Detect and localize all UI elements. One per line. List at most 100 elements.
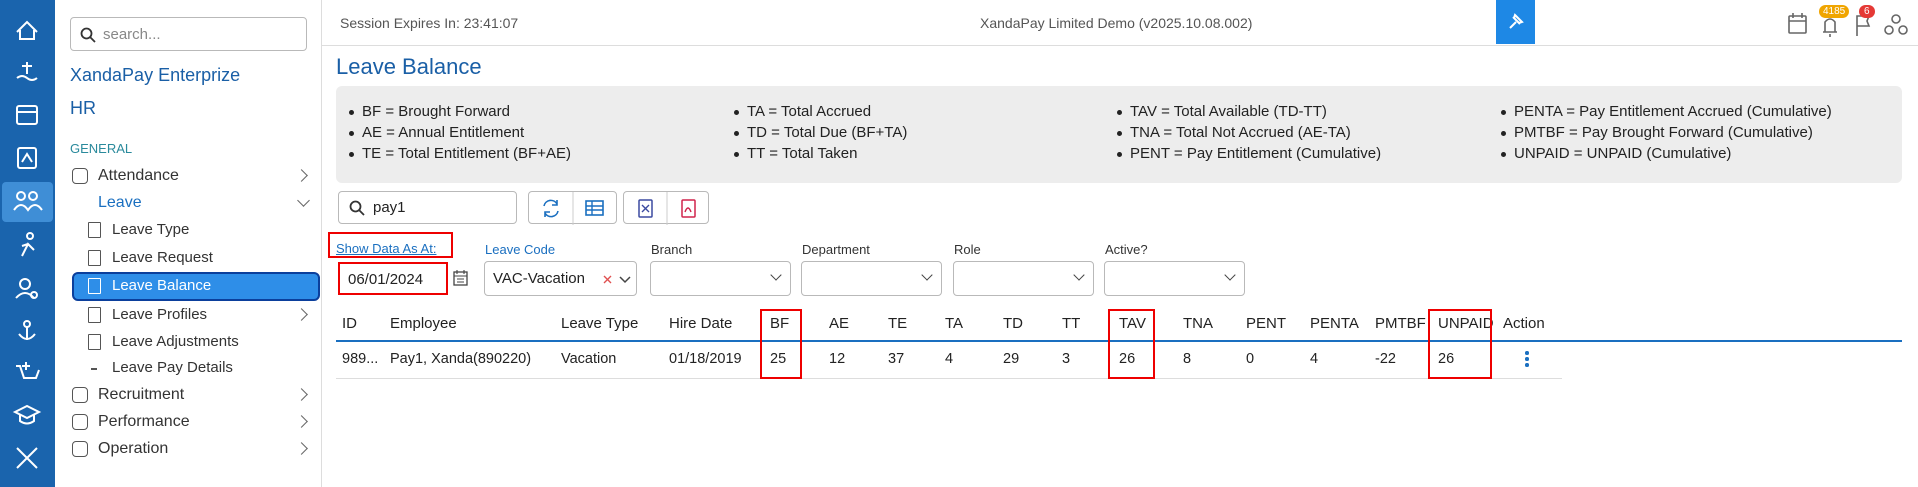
legend-bullet	[734, 131, 739, 136]
filter-label[interactable]: Show Data As At:	[336, 241, 437, 256]
column-header[interactable]: ID	[342, 315, 357, 332]
table-cell: 0	[1246, 351, 1255, 367]
column-header[interactable]: TT	[1062, 315, 1081, 332]
table-cell: 26	[1119, 351, 1136, 367]
table-cell: 29	[1003, 351, 1020, 367]
column-header[interactable]: Action	[1503, 315, 1545, 332]
filter-select[interactable]	[953, 261, 1094, 296]
table-cell: 989...	[342, 351, 379, 367]
sidebar-search[interactable]: search...	[70, 17, 307, 51]
legend-bullet	[1501, 110, 1506, 115]
menu-item[interactable]: Attendance	[98, 167, 179, 184]
menu-item[interactable]: Leave Balance	[112, 277, 212, 294]
menu-item[interactable]: Leave Request	[112, 249, 213, 266]
legend-bullet	[1501, 152, 1506, 157]
menu-icon	[72, 387, 88, 403]
row-rule	[336, 378, 1562, 379]
company-name: XandaPay Limited Demo (v2025.10.08.002)	[980, 15, 1253, 31]
column-header[interactable]: UNPAID	[1438, 315, 1494, 332]
row-action[interactable]	[1525, 351, 1529, 367]
legend-item: PENTA = Pay Entitlement Accrued (Cumulat…	[1514, 103, 1832, 120]
search-placeholder: search...	[103, 26, 161, 43]
legend-bullet	[349, 152, 354, 157]
table-header-rule	[336, 340, 1902, 342]
table-cell: 8	[1183, 351, 1192, 367]
legend-bullet	[734, 110, 739, 115]
table-cell: 4	[1310, 351, 1319, 367]
table-cell: Vacation	[561, 351, 617, 367]
table-cell: 3	[1062, 351, 1071, 367]
refresh-grid-buttons[interactable]	[529, 192, 618, 225]
legend-bullet	[1117, 110, 1122, 115]
menu-active-bg[interactable]	[72, 272, 320, 301]
filter-label: Active?	[1105, 242, 1148, 257]
sidebar	[55, 0, 322, 487]
menu-item[interactable]: Leave Type	[112, 221, 190, 238]
caret	[1224, 269, 1236, 281]
module: HR	[70, 98, 96, 118]
column-header[interactable]: Hire Date	[669, 315, 733, 332]
date-value: 06/01/2024	[348, 271, 424, 288]
menu-item[interactable]: Leave	[98, 194, 142, 211]
column-header[interactable]: Employee	[390, 315, 457, 332]
search-icon	[349, 200, 365, 216]
leave-code-select[interactable]: VAC-Vacation	[484, 261, 637, 296]
menu-icon	[88, 222, 101, 238]
legend-bullet	[1501, 131, 1506, 136]
dot	[1525, 363, 1529, 367]
icon-bar	[0, 0, 55, 487]
column-header[interactable]: BF	[770, 315, 790, 332]
column-header[interactable]: PENT	[1246, 315, 1287, 332]
menu-icon	[91, 368, 97, 370]
top-bar	[322, 0, 1918, 46]
caret	[1073, 269, 1085, 281]
menu-icon	[88, 250, 101, 266]
filter-label: Role	[954, 242, 981, 257]
search-icon	[80, 27, 96, 43]
top-icons	[1788, 13, 1908, 37]
menu-icon	[72, 414, 88, 430]
column-header[interactable]: Leave Type	[561, 315, 639, 332]
table-cell: 4	[945, 351, 954, 367]
menu-icon	[72, 441, 88, 457]
table-cell: 01/18/2019	[669, 351, 742, 367]
menu-icon	[88, 307, 101, 323]
column-header[interactable]: AE	[829, 315, 850, 332]
page-title: Leave Balance	[336, 54, 482, 79]
menu-item[interactable]: Leave Adjustments	[112, 333, 239, 350]
menu-item[interactable]: Performance	[98, 413, 190, 430]
column-header[interactable]: TA	[945, 315, 964, 332]
menu-item[interactable]: Operation	[98, 440, 169, 457]
table-search[interactable]: pay1	[338, 191, 517, 224]
menu-icon	[88, 334, 101, 350]
menu-item[interactable]: Recruitment	[98, 386, 185, 403]
filter-select[interactable]	[650, 261, 791, 296]
legend-bullet	[349, 131, 354, 136]
column-header[interactable]: TNA	[1183, 315, 1213, 332]
column-header[interactable]: TD	[1003, 315, 1023, 332]
column-header[interactable]: PMTBF	[1375, 315, 1426, 332]
legend-item: PENT = Pay Entitlement (Cumulative)	[1130, 145, 1382, 162]
table-cell: Pay1, Xanda(890220)	[390, 351, 532, 367]
legend-item: TAV = Total Available (TD-TT)	[1130, 103, 1327, 120]
filter-select[interactable]	[1104, 261, 1245, 296]
search-value: pay1	[373, 199, 406, 216]
legend-item: TE = Total Entitlement (BF+AE)	[362, 145, 571, 162]
table-cell: -22	[1375, 351, 1396, 367]
column-header[interactable]: TE	[888, 315, 908, 332]
pin-button[interactable]	[1496, 0, 1535, 44]
column-header[interactable]: PENTA	[1310, 315, 1359, 332]
legend-item: TT = Total Taken	[747, 145, 858, 162]
menu-item[interactable]: Leave Pay Details	[112, 359, 233, 376]
filter-select[interactable]	[801, 261, 942, 296]
menu-item[interactable]: Leave Profiles	[112, 306, 208, 323]
clear-and-caret	[603, 275, 631, 284]
legend-item: BF = Brought Forward	[362, 103, 510, 120]
dot	[1525, 351, 1529, 355]
table-cell: 26	[1438, 351, 1455, 367]
column-header[interactable]: TAV	[1119, 315, 1146, 332]
export-buttons[interactable]	[624, 192, 710, 225]
calendar-icon[interactable]	[453, 269, 469, 287]
date-input[interactable]: 06/01/2024	[338, 262, 448, 295]
highlight-box	[328, 232, 453, 258]
